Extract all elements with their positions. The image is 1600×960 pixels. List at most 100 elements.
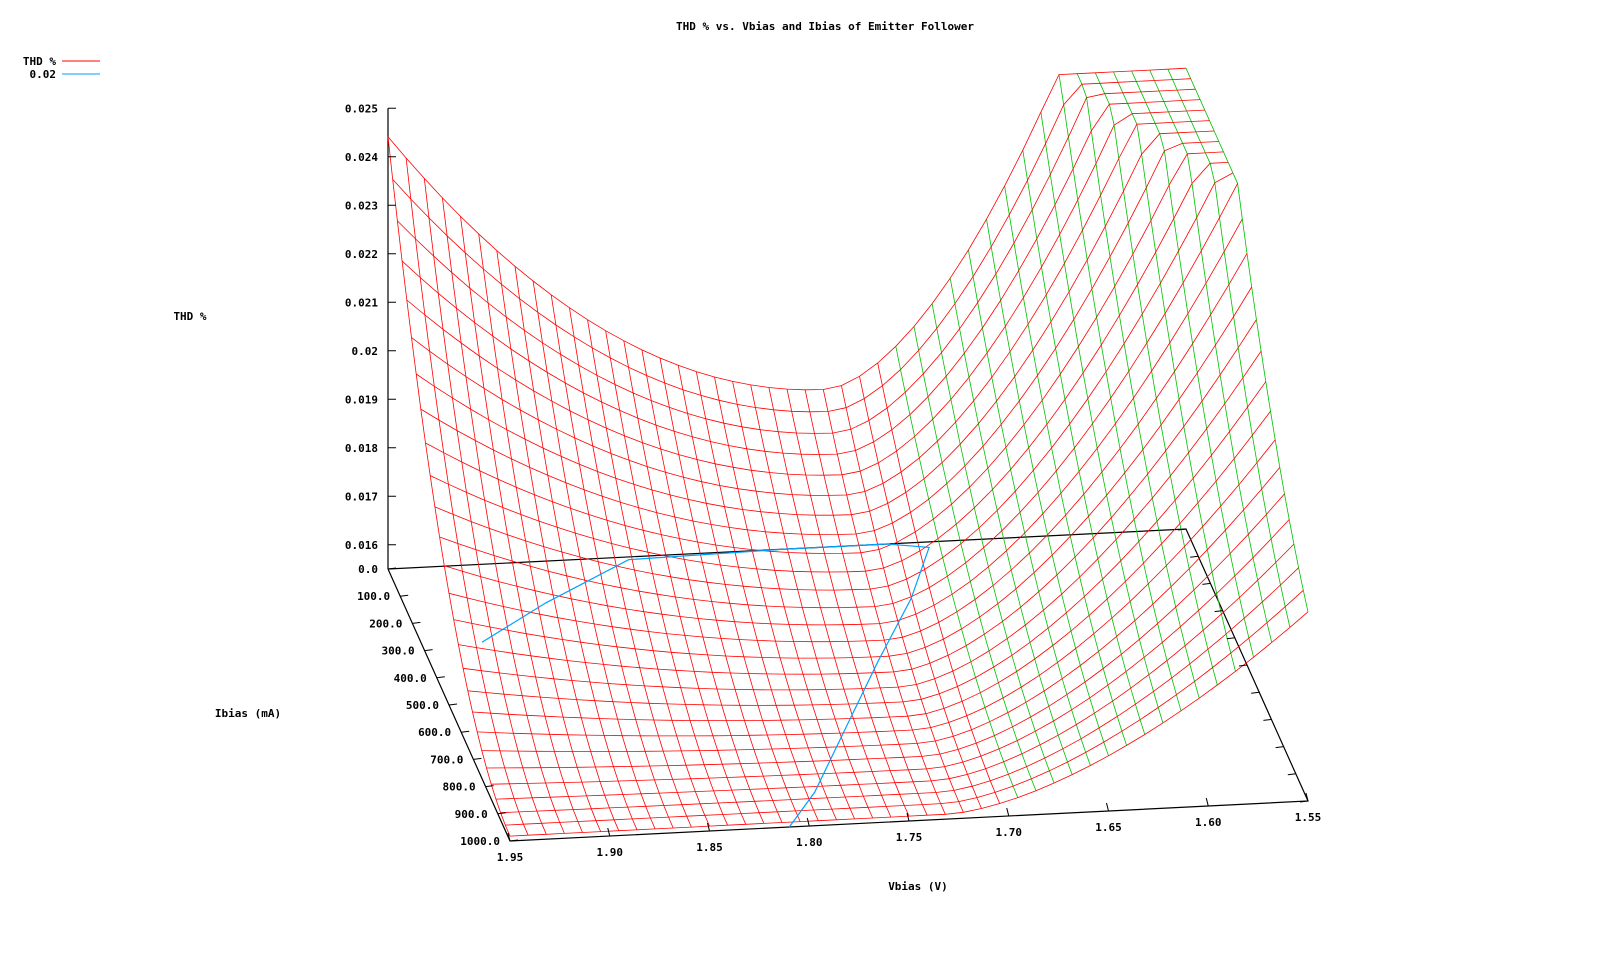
y-tick-mark — [448, 703, 458, 706]
x-tick-label: 1.70 — [996, 826, 1023, 839]
y-tick-label: 100.0 — [357, 590, 390, 603]
z-tick-label: 0.022 — [345, 248, 378, 261]
z-tick-label: 0.016 — [345, 539, 378, 552]
x-tick-mark — [1106, 802, 1109, 812]
y-tick-mark — [509, 839, 519, 842]
z-tick-label: 0.025 — [345, 102, 378, 115]
surface-line-v — [986, 219, 1109, 756]
surface-line-i — [411, 120, 1210, 496]
surface-line-i — [505, 590, 1304, 826]
surface-line-v — [677, 365, 801, 822]
y-tick-label: 800.0 — [442, 781, 475, 794]
surface-line-i — [458, 319, 1257, 675]
surface-line-v — [1076, 73, 1200, 699]
y-tick-mark-right — [1177, 528, 1187, 531]
x-tick-label: 1.85 — [696, 841, 723, 854]
z-axis-label: THD % — [173, 310, 206, 323]
z-tick-label: 0.024 — [345, 151, 378, 164]
surface-line-i — [495, 543, 1295, 800]
x-tick-label: 1.90 — [597, 846, 624, 859]
surface-line-i — [439, 183, 1238, 609]
surface-line-i — [397, 88, 1196, 434]
surface-mesh — [387, 67, 1309, 837]
y-tick-mark-right — [1190, 555, 1199, 558]
surface-line-i — [467, 381, 1267, 706]
surface-line-i — [392, 78, 1191, 413]
y-tick-mark — [424, 649, 433, 652]
y-tick-mark-right — [1299, 800, 1309, 803]
z-tick-label: 0.017 — [345, 490, 378, 503]
x-tick-mark — [806, 817, 810, 827]
z-tick-label: 0.023 — [345, 199, 378, 212]
surface-line-i — [486, 493, 1285, 769]
x-tick-label: 1.80 — [796, 836, 823, 849]
surface-line-i — [481, 467, 1281, 752]
y-tick-label: 300.0 — [381, 645, 414, 658]
y-tick-mark-right — [1238, 664, 1248, 667]
surface-line-i — [463, 350, 1262, 691]
surface-line-v — [913, 326, 1037, 791]
x-tick-mark — [707, 822, 710, 832]
x-tick-mark — [906, 812, 910, 822]
y-tick-mark — [461, 730, 470, 733]
surface-line-i — [444, 218, 1243, 626]
x-tick-mark — [1006, 807, 1010, 817]
y-tick-mark — [387, 567, 397, 570]
y-tick-mark — [400, 594, 409, 597]
y-tick-mark — [485, 785, 494, 788]
x-tick-label: 1.60 — [1195, 816, 1222, 829]
y-tick-label: 600.0 — [418, 726, 451, 739]
surface-line-i — [472, 410, 1271, 721]
surface-line-i — [509, 611, 1309, 837]
surface-line-v — [786, 389, 910, 817]
surface-line-v — [532, 280, 656, 830]
y-tick-mark-right — [1202, 582, 1211, 585]
y-tick-mark-right — [1214, 610, 1223, 613]
y-tick-mark — [473, 757, 482, 760]
y-tick-mark — [436, 676, 445, 679]
surface-line-i — [477, 439, 1276, 737]
y-tick-label: 0.0 — [358, 563, 378, 576]
surface-line-v — [569, 307, 692, 828]
y-axis-label: Ibias (mA) — [215, 707, 281, 720]
tick-labels: 1.95 1.90 1.85 1.80 1.75 1.70 1.65 1.60 1.550.01… — [345, 102, 1321, 864]
x-tick-mark — [507, 832, 511, 842]
x-axis-label: Vbias (V) — [888, 880, 948, 893]
y-tick-mark — [412, 621, 421, 624]
y-tick-label: 900.0 — [455, 808, 488, 821]
surface-line-v — [949, 278, 1073, 775]
surface-line-i — [491, 519, 1290, 785]
y-tick-mark-right — [1287, 773, 1296, 776]
x-tick-mark — [1305, 792, 1309, 802]
x-tick-mark — [607, 827, 611, 837]
surface-line-i — [401, 99, 1201, 455]
surface-line-i — [415, 130, 1215, 516]
y-tick-label: 500.0 — [406, 699, 439, 712]
surface-line-v — [442, 197, 565, 834]
surface-line-v — [768, 387, 892, 818]
surface-line-i — [448, 253, 1248, 643]
y-tick-label: 700.0 — [430, 753, 463, 766]
surface-line-v — [695, 371, 819, 821]
surface-line-i — [430, 162, 1229, 573]
x-tick-label: 1.75 — [896, 831, 923, 844]
surface-line-v — [550, 294, 674, 829]
surface-line-i — [453, 286, 1253, 659]
surface-line-v — [623, 340, 747, 825]
x-tick-mark — [1205, 797, 1209, 807]
legend: THD % 0.02 — [23, 55, 100, 81]
surface-line-i — [500, 567, 1299, 814]
y-tick-mark-right — [1251, 691, 1260, 694]
x-tick-label: 1.95 — [497, 851, 524, 864]
x-tick-label: 1.65 — [1095, 821, 1122, 834]
surface-line-v — [1149, 69, 1273, 643]
surface-line-v — [841, 385, 964, 813]
z-tick-label: 0.019 — [345, 393, 378, 406]
surface-line-v — [1058, 74, 1182, 711]
surface-line-v — [750, 384, 874, 819]
chart-title: THD % vs. Vbias and Ibias of Emitter Fol… — [676, 20, 974, 33]
floor-frame — [387, 528, 1309, 842]
z-tick-label: 0.02 — [352, 345, 379, 358]
y-tick-mark-right — [1226, 637, 1235, 640]
